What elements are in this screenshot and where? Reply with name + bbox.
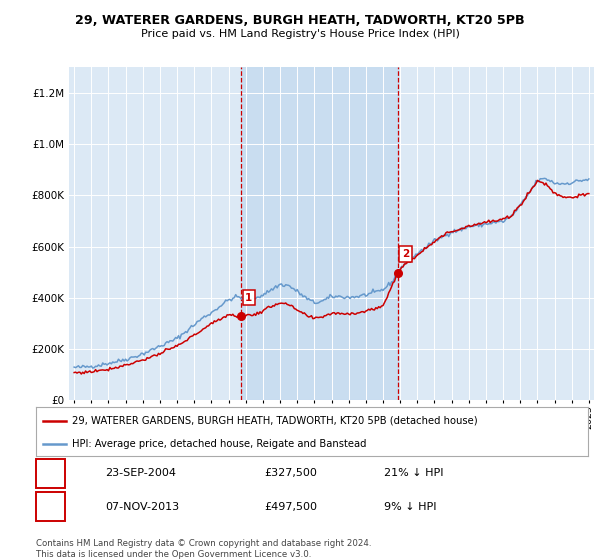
Text: £327,500: £327,500 xyxy=(264,468,317,478)
Text: 1: 1 xyxy=(47,466,54,480)
Text: 29, WATERER GARDENS, BURGH HEATH, TADWORTH, KT20 5PB: 29, WATERER GARDENS, BURGH HEATH, TADWOR… xyxy=(75,14,525,27)
Text: 23-SEP-2004: 23-SEP-2004 xyxy=(105,468,176,478)
Text: 1: 1 xyxy=(245,292,253,302)
Text: 07-NOV-2013: 07-NOV-2013 xyxy=(105,502,179,512)
Text: 29, WATERER GARDENS, BURGH HEATH, TADWORTH, KT20 5PB (detached house): 29, WATERER GARDENS, BURGH HEATH, TADWOR… xyxy=(72,416,478,426)
Text: £497,500: £497,500 xyxy=(264,502,317,512)
Bar xyxy=(241,67,398,400)
Text: 21% ↓ HPI: 21% ↓ HPI xyxy=(384,468,443,478)
Text: 2: 2 xyxy=(47,500,54,514)
Text: Contains HM Land Registry data © Crown copyright and database right 2024.
This d: Contains HM Land Registry data © Crown c… xyxy=(36,539,371,559)
Text: 2: 2 xyxy=(402,249,409,259)
Text: HPI: Average price, detached house, Reigate and Banstead: HPI: Average price, detached house, Reig… xyxy=(72,439,367,449)
Text: 9% ↓ HPI: 9% ↓ HPI xyxy=(384,502,437,512)
Text: Price paid vs. HM Land Registry's House Price Index (HPI): Price paid vs. HM Land Registry's House … xyxy=(140,29,460,39)
